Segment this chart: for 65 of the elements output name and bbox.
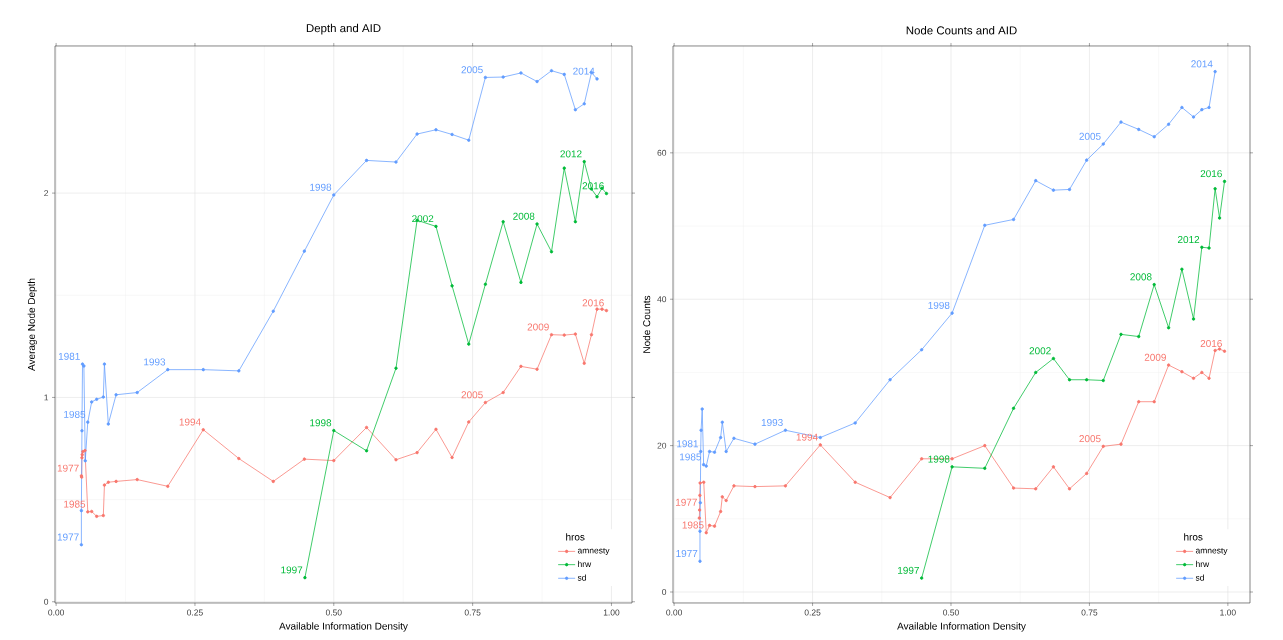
annotation: 1994 <box>796 433 818 441</box>
annotation: 1993 <box>761 419 783 427</box>
annotation: 2012 <box>560 150 582 158</box>
legend-label: sd <box>577 574 586 581</box>
annotation: 2002 <box>1029 347 1051 355</box>
y-tick-label: 40 <box>657 296 667 303</box>
annotation: 1977 <box>57 533 79 541</box>
x-tick-label: 0.75 <box>1081 609 1098 616</box>
y-tick-label: 0 <box>44 598 49 605</box>
x-tick-label: 0.25 <box>187 609 203 616</box>
annotation: 1998 <box>310 419 332 427</box>
y-tick-label: 1 <box>44 394 49 401</box>
legend-label: amnesty <box>577 547 610 556</box>
annotation: 1994 <box>179 418 201 426</box>
legend-label: hrw <box>1196 560 1210 567</box>
annotation: 1997 <box>281 566 303 574</box>
x-axis-title: Available Information Density <box>279 622 408 632</box>
annotation: 2002 <box>412 215 434 223</box>
annotation: 2008 <box>1130 273 1152 281</box>
annotation: 1993 <box>144 358 166 366</box>
y-tick-label: 2 <box>44 190 49 197</box>
chart-title: Depth and AID <box>306 23 381 35</box>
x-tick-label: 0.00 <box>48 609 65 616</box>
x-tick-label: 0.00 <box>666 609 683 616</box>
annotation: 1997 <box>898 566 919 574</box>
chart-title: Node Counts and AID <box>906 26 1017 35</box>
x-tick-label: 0.75 <box>464 609 481 616</box>
annotation: 2014 <box>1191 60 1213 68</box>
legend-label: amnesty <box>1195 547 1228 556</box>
x-axis-title: Available Information Density <box>897 622 1026 632</box>
x-tick-label: 1.00 <box>1220 609 1236 616</box>
annotation: 1977 <box>676 550 698 558</box>
annotation: 2016 <box>1200 170 1222 178</box>
annotation: 2009 <box>1144 353 1166 361</box>
annotation: 1998 <box>928 301 950 309</box>
x-tick-label: 0.50 <box>325 609 342 616</box>
y-tick-label: 20 <box>657 442 667 449</box>
legend-label: sd <box>1195 574 1204 581</box>
annotation: 2009 <box>527 323 549 331</box>
x-tick-label: 0.50 <box>943 609 959 616</box>
annotation: 2008 <box>513 212 535 220</box>
annotation: 1981 <box>677 440 699 448</box>
annotation: 2014 <box>573 67 595 75</box>
annotation: 2005 <box>1079 132 1101 140</box>
y-tick-label: 60 <box>657 149 667 156</box>
annotation: 1977 <box>676 498 697 506</box>
y-axis-title: Node Counts <box>642 295 651 353</box>
legend-label: hrw <box>578 560 592 567</box>
annotation: 2005 <box>461 391 483 399</box>
annotation: 1985 <box>682 521 704 529</box>
annotation: 1981 <box>58 352 80 360</box>
legend-title: hros <box>566 533 585 541</box>
annotation: 2016 <box>1200 339 1222 347</box>
annotation: 1998 <box>310 183 332 191</box>
annotation: 1998 <box>928 455 950 463</box>
y-tick-label: 0 <box>662 589 667 595</box>
annotation: 2005 <box>1079 435 1101 443</box>
legend-title: hros <box>1184 533 1203 541</box>
x-tick-label: 0.25 <box>804 609 821 616</box>
x-tick-label: 1.00 <box>603 609 620 616</box>
annotation: 1977 <box>57 464 79 472</box>
annotation: 2016 <box>582 299 604 307</box>
annotation: 2005 <box>461 66 483 74</box>
annotation: 2012 <box>1177 236 1200 244</box>
y-axis-title: Average Node Depth <box>27 278 37 371</box>
